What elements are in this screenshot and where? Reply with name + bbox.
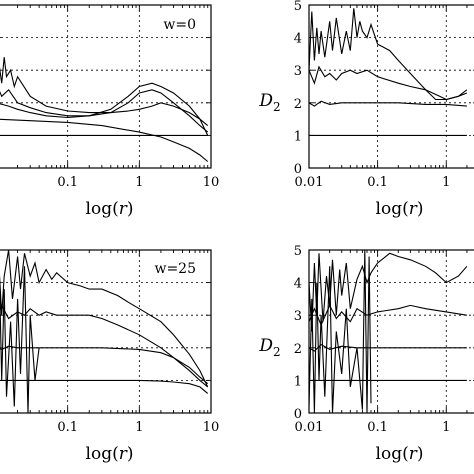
series-line-1 [0, 57, 209, 127]
plot-frame [0, 4, 212, 169]
y-tick-label: 5 [294, 244, 302, 259]
panel-2: 0.01 0.1 1 0 1 2 3 4 5 log(r) D2 [258, 0, 474, 219]
x-axis-label: log(r) [376, 444, 424, 464]
series-line-1 [0, 250, 209, 388]
x-tick-label: 1 [135, 420, 143, 435]
series-line-3 [309, 343, 467, 352]
y-tick-label: 4 [294, 32, 302, 47]
series-group [0, 250, 209, 413]
plot-frame [0, 249, 212, 414]
x-tick-label: 10 [203, 175, 220, 190]
y-tick-label: 1 [294, 129, 302, 144]
panel-4: 0.01 0.1 1 0 1 2 3 4 5 log(r) D2 [258, 244, 474, 464]
y-tick-label: 5 [294, 0, 302, 14]
series-line-1 [309, 8, 468, 101]
panel-annotation: w=0 [163, 17, 196, 33]
x-axis-label: log(r) [86, 444, 134, 464]
x-tick-label: 1 [442, 420, 450, 435]
x-tick-label: 0.01 [295, 175, 324, 190]
series-group [309, 250, 468, 413]
series-line-2 [309, 304, 467, 327]
series-line-5 [0, 118, 209, 162]
series-line-2 [0, 304, 209, 388]
x-tick-label: 0.01 [295, 420, 324, 435]
x-tick-label: 1 [135, 175, 143, 190]
series-line-2 [0, 88, 209, 133]
panel-1: 0.1 1 10 log(r) w=0 [0, 4, 220, 219]
panel-annotation: w=25 [154, 261, 196, 277]
series-line-3 [0, 82, 209, 136]
y-axis-label: D2 [258, 91, 280, 114]
series-line-3 [309, 100, 467, 107]
y-tick-label: 3 [294, 64, 302, 79]
series-line-4 [0, 379, 209, 394]
y-tick-label: 3 [294, 309, 302, 324]
x-tick-label: 0.1 [57, 420, 78, 435]
x-tick-label: 10 [203, 420, 220, 435]
y-tick-label: 0 [294, 407, 302, 422]
series-line-1 [309, 252, 468, 332]
y-tick-label: 2 [294, 342, 302, 357]
x-tick-label: 1 [442, 175, 450, 190]
annotation-bg [155, 258, 200, 278]
annotation-bg [164, 14, 200, 34]
plot-frame [308, 4, 474, 169]
y-tick-label: 1 [294, 374, 302, 389]
series-line-5 [0, 266, 40, 413]
x-tick-label: 0.1 [367, 420, 388, 435]
y-tick-label: 2 [294, 97, 302, 112]
x-tick-label: 0.1 [367, 175, 388, 190]
series-line-3 [0, 345, 209, 385]
y-tick-label: 0 [294, 162, 302, 177]
x-axis-label: log(r) [86, 199, 134, 219]
y-tick-label: 4 [294, 277, 302, 292]
y-axis-label: D2 [258, 336, 280, 359]
series-line-2 [309, 65, 468, 101]
panel-3: 0.1 1 10 log(r) w=25 [0, 249, 220, 464]
series-line-5 [309, 250, 372, 413]
series-group [0, 57, 209, 162]
series-group [309, 8, 468, 136]
x-tick-label: 0.1 [57, 175, 78, 190]
plot-frame [308, 249, 474, 414]
x-axis-label: log(r) [376, 199, 424, 219]
